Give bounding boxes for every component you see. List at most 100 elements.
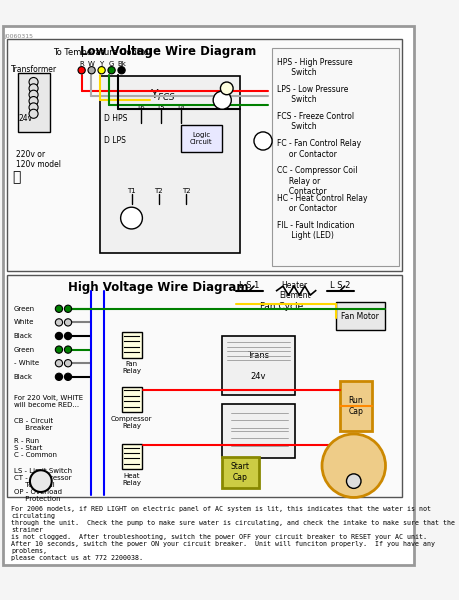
Text: C T: C T bbox=[347, 466, 360, 475]
FancyBboxPatch shape bbox=[222, 336, 295, 395]
Circle shape bbox=[56, 373, 62, 380]
Text: L S 1: L S 1 bbox=[239, 281, 260, 290]
Text: FCS - Freeze Control
      Switch: FCS - Freeze Control Switch bbox=[277, 112, 354, 131]
Text: D LPS: D LPS bbox=[104, 136, 126, 145]
Text: HC: HC bbox=[217, 97, 227, 103]
Text: Fan Motor: Fan Motor bbox=[341, 311, 379, 320]
Text: G: G bbox=[109, 61, 114, 67]
Circle shape bbox=[64, 319, 72, 326]
Text: CC - Compressor Coil
     Relay or
     Contactor: CC - Compressor Coil Relay or Contactor bbox=[277, 166, 357, 196]
Text: High Voltage Wire Diagram: High Voltage Wire Diagram bbox=[68, 281, 249, 293]
Circle shape bbox=[213, 91, 231, 109]
Text: Low Voltage Wire Diagram: Low Voltage Wire Diagram bbox=[80, 45, 256, 58]
Text: Fan Cycle: Fan Cycle bbox=[259, 302, 303, 311]
FancyBboxPatch shape bbox=[272, 49, 399, 266]
Circle shape bbox=[322, 434, 386, 497]
Circle shape bbox=[118, 67, 125, 74]
Text: - White: - White bbox=[14, 360, 39, 366]
Text: White: White bbox=[14, 319, 34, 325]
FancyBboxPatch shape bbox=[100, 76, 241, 253]
Text: For 220 Volt, WHITE
will become RED...: For 220 Volt, WHITE will become RED... bbox=[14, 395, 83, 408]
FancyBboxPatch shape bbox=[222, 457, 258, 488]
Circle shape bbox=[64, 305, 72, 313]
FancyBboxPatch shape bbox=[222, 404, 295, 458]
Circle shape bbox=[56, 346, 62, 353]
Circle shape bbox=[30, 470, 52, 492]
Circle shape bbox=[220, 82, 233, 95]
Text: Logic
Circuit: Logic Circuit bbox=[190, 132, 213, 145]
FancyBboxPatch shape bbox=[18, 73, 50, 132]
Text: HPS - High Pressure
      Switch: HPS - High Pressure Switch bbox=[277, 58, 352, 77]
Text: To Temperature Control: To Temperature Control bbox=[53, 49, 151, 58]
Text: FC - Fan Control Relay
     or Contactor: FC - Fan Control Relay or Contactor bbox=[277, 139, 361, 158]
Text: T1: T1 bbox=[127, 188, 136, 194]
Circle shape bbox=[29, 84, 38, 93]
FancyBboxPatch shape bbox=[7, 40, 402, 271]
Text: ⏚: ⏚ bbox=[12, 170, 21, 184]
Text: Heat
Relay: Heat Relay bbox=[122, 473, 141, 486]
Text: T2: T2 bbox=[154, 188, 163, 194]
Text: Green: Green bbox=[14, 347, 35, 353]
Text: T6: T6 bbox=[136, 104, 145, 110]
Circle shape bbox=[64, 332, 72, 340]
Text: Fan
Relay: Fan Relay bbox=[122, 361, 141, 374]
Text: Run
Cap: Run Cap bbox=[348, 396, 363, 416]
Circle shape bbox=[29, 90, 38, 99]
FancyBboxPatch shape bbox=[122, 387, 141, 412]
Text: FIL - Fault Indication
      Light (LED): FIL - Fault Indication Light (LED) bbox=[277, 221, 354, 240]
Circle shape bbox=[56, 359, 62, 367]
Text: T4: T4 bbox=[176, 104, 185, 110]
Circle shape bbox=[29, 103, 38, 112]
Text: L S 2: L S 2 bbox=[330, 281, 350, 290]
Text: 220v or
120v model: 220v or 120v model bbox=[17, 150, 62, 169]
Text: CC: CC bbox=[127, 215, 136, 221]
Circle shape bbox=[56, 319, 62, 326]
Circle shape bbox=[121, 207, 142, 229]
FancyBboxPatch shape bbox=[122, 444, 141, 469]
Text: T2: T2 bbox=[182, 188, 190, 194]
FancyBboxPatch shape bbox=[340, 382, 372, 431]
Circle shape bbox=[56, 332, 62, 340]
Text: LS - Limit Switch
CT - Compressor
     Terminal
OP - Overload
     Protection: LS - Limit Switch CT - Compressor Termin… bbox=[14, 467, 72, 502]
Circle shape bbox=[29, 77, 38, 86]
Circle shape bbox=[64, 346, 72, 353]
Circle shape bbox=[56, 305, 62, 313]
FancyBboxPatch shape bbox=[3, 26, 414, 565]
Text: R - Run
S - Start
C - Common: R - Run S - Start C - Common bbox=[14, 439, 56, 458]
Text: CB: CB bbox=[35, 476, 47, 485]
Text: Green: Green bbox=[14, 306, 35, 312]
Circle shape bbox=[78, 67, 85, 74]
Text: Start
Cap: Start Cap bbox=[231, 463, 250, 482]
Text: Black: Black bbox=[14, 374, 33, 380]
Text: FIL: FIL bbox=[222, 82, 231, 87]
Text: Trans

24v: Trans 24v bbox=[247, 351, 269, 381]
Text: For 2006 models, if RED LIGHT on electric panel of AC system is lit, this indica: For 2006 models, if RED LIGHT on electri… bbox=[11, 506, 455, 560]
FancyBboxPatch shape bbox=[122, 332, 141, 358]
FancyBboxPatch shape bbox=[181, 125, 222, 152]
FancyBboxPatch shape bbox=[7, 275, 402, 497]
Text: LPS - Low Pressure
      Switch: LPS - Low Pressure Switch bbox=[277, 85, 348, 104]
Text: Transformer: Transformer bbox=[11, 65, 56, 74]
Text: FC: FC bbox=[259, 138, 268, 144]
Text: Heater
Element: Heater Element bbox=[279, 281, 311, 300]
Circle shape bbox=[64, 359, 72, 367]
Circle shape bbox=[88, 67, 95, 74]
Circle shape bbox=[29, 109, 38, 118]
Text: W: W bbox=[88, 61, 95, 67]
Text: 24v: 24v bbox=[18, 114, 33, 123]
Text: D HPS: D HPS bbox=[104, 114, 128, 123]
Circle shape bbox=[347, 474, 361, 488]
Circle shape bbox=[64, 373, 72, 380]
Text: R: R bbox=[79, 61, 84, 67]
Text: $\mathit{\Upsilon_{FCS}}$: $\mathit{\Upsilon_{FCS}}$ bbox=[150, 88, 176, 103]
Text: O P: O P bbox=[347, 454, 360, 463]
Circle shape bbox=[108, 67, 115, 74]
Text: Black: Black bbox=[14, 333, 33, 339]
Circle shape bbox=[29, 97, 38, 106]
FancyBboxPatch shape bbox=[336, 302, 386, 329]
Text: Compressor
Relay: Compressor Relay bbox=[111, 416, 152, 429]
Text: Bk: Bk bbox=[117, 61, 126, 67]
Text: T5: T5 bbox=[156, 104, 165, 110]
Text: HC - Heat Control Relay
     or Contactor: HC - Heat Control Relay or Contactor bbox=[277, 194, 367, 213]
Text: j0060315: j0060315 bbox=[5, 34, 34, 39]
